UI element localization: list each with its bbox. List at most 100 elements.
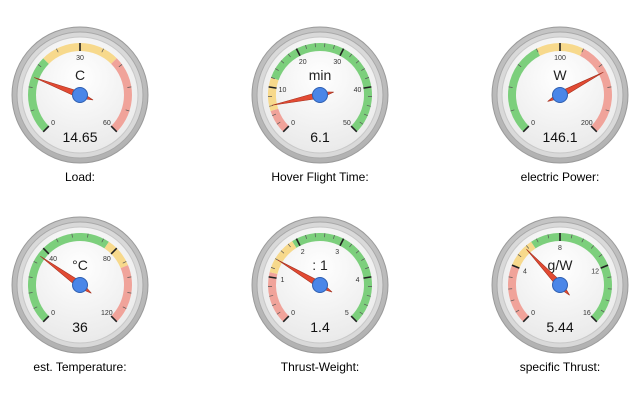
minor-tick xyxy=(590,245,595,249)
minor-tick xyxy=(359,311,364,315)
minor-tick xyxy=(125,109,130,112)
gauge-label: specific Thrust: xyxy=(519,360,601,374)
gauge-unit: g/W xyxy=(548,257,574,273)
minor-tick xyxy=(359,121,364,125)
tick-label: 0 xyxy=(51,310,55,317)
gauge-dial: 0 40 80 120 °C 36 xyxy=(11,216,149,354)
minor-tick xyxy=(365,267,370,270)
major-tick xyxy=(363,276,372,279)
major-tick xyxy=(590,315,598,323)
minor-tick xyxy=(305,234,307,240)
tick-label: 100 xyxy=(554,55,566,62)
major-tick xyxy=(363,86,372,89)
gauge-label: electric Power: xyxy=(520,170,600,184)
minor-tick xyxy=(598,254,603,258)
minor-tick xyxy=(515,309,520,313)
gauge-hub xyxy=(552,277,568,293)
minor-tick xyxy=(270,267,275,270)
gauge-value: 6.1 xyxy=(310,129,330,145)
tick-label: 2 xyxy=(301,249,305,256)
major-tick xyxy=(110,247,118,255)
minor-tick xyxy=(28,86,33,88)
gauge-band-green xyxy=(28,58,49,132)
gauge-value: 1.4 xyxy=(310,319,330,335)
minor-tick xyxy=(33,306,38,309)
gauge-hub xyxy=(72,87,88,103)
tick-label: 0 xyxy=(291,120,295,127)
gauge-band-green xyxy=(28,233,109,322)
gauge-unit: C xyxy=(75,67,85,83)
minor-tick xyxy=(305,44,307,50)
gauge-dial: 0 100 200 W 146.1 xyxy=(491,26,629,164)
minor-tick xyxy=(366,295,371,297)
minor-tick xyxy=(333,44,335,50)
gauge-band-red xyxy=(268,272,289,322)
minor-tick xyxy=(127,292,132,294)
gauge-value: 5.44 xyxy=(546,319,573,335)
gauge-label: Load: xyxy=(64,170,96,184)
minor-tick xyxy=(605,299,610,302)
minor-tick xyxy=(581,238,584,243)
minor-tick xyxy=(355,250,360,254)
minor-tick xyxy=(272,113,277,116)
minor-tick xyxy=(122,261,127,264)
minor-tick xyxy=(349,243,353,248)
minor-tick xyxy=(269,295,274,297)
gauge-unit: W xyxy=(553,67,567,83)
gauge-temp: 0 40 80 120 °C 36 est. Temperature: xyxy=(0,190,160,380)
minor-tick xyxy=(508,86,513,88)
major-tick xyxy=(110,315,118,323)
gauge-unit: min xyxy=(309,67,332,83)
minor-tick xyxy=(287,243,291,248)
minor-tick xyxy=(118,64,123,68)
minor-tick xyxy=(28,276,33,278)
tick-label: 4 xyxy=(356,277,360,284)
tick-label: 30 xyxy=(76,55,84,62)
minor-tick xyxy=(280,250,285,254)
tick-label: 0 xyxy=(531,310,535,317)
minor-tick xyxy=(547,234,550,239)
tick-label: 20 xyxy=(299,59,307,66)
tick-label: 1 xyxy=(281,277,285,284)
gauge-value: 146.1 xyxy=(542,129,577,145)
major-tick xyxy=(522,125,530,133)
major-tick xyxy=(42,125,50,133)
tick-label: 10 xyxy=(279,87,287,94)
minor-tick xyxy=(122,306,127,309)
gauge-dial: 0 4 8 12 16 g/W 5.44 xyxy=(491,216,629,354)
minor-tick xyxy=(28,292,33,294)
gauge-band-yellow xyxy=(104,241,129,269)
tick-label: 12 xyxy=(591,268,599,275)
gauge-band-yellow xyxy=(269,241,297,275)
tick-label: 200 xyxy=(581,120,593,127)
gauge-band-yellow xyxy=(511,241,536,269)
tick-label: 0 xyxy=(51,120,55,127)
minor-tick xyxy=(56,48,59,53)
tick-label: 8 xyxy=(558,245,562,252)
minor-tick xyxy=(363,303,368,306)
gauge-band-green xyxy=(508,48,541,132)
minor-tick xyxy=(581,48,584,53)
gauge-specific-thrust: 0 4 8 12 16 g/W 5.44 specific Thrust: xyxy=(480,190,640,380)
minor-tick xyxy=(127,276,132,278)
minor-tick xyxy=(272,303,277,306)
tick-label: 40 xyxy=(354,87,362,94)
minor-tick xyxy=(570,234,573,239)
major-tick xyxy=(339,238,345,247)
gauge-thrust-weight: 0 1 2 3 4 5: 1 1.4 Thrust-Weight: xyxy=(240,190,400,380)
major-tick xyxy=(511,264,520,269)
tick-label: 5 xyxy=(345,310,349,317)
minor-tick xyxy=(605,109,610,112)
minor-tick xyxy=(525,245,530,249)
major-tick xyxy=(295,238,301,247)
minor-tick xyxy=(508,276,513,278)
minor-tick xyxy=(269,105,274,107)
tick-label: 120 xyxy=(101,310,113,317)
minor-tick xyxy=(276,121,281,125)
major-tick xyxy=(268,276,277,279)
minor-tick xyxy=(517,254,522,258)
major-tick xyxy=(110,125,118,133)
minor-tick xyxy=(510,299,515,302)
major-tick xyxy=(282,315,290,323)
minor-tick xyxy=(607,86,612,88)
